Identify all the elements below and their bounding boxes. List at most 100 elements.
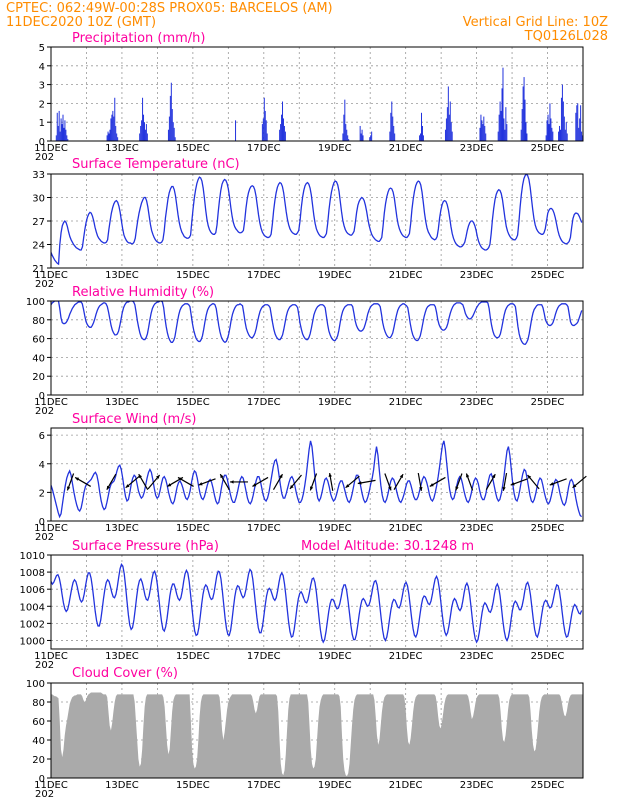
header-model-id: TQ0126L028 — [524, 29, 608, 44]
precip-bar — [549, 103, 551, 141]
precip-bar — [279, 129, 281, 141]
precip-bar — [343, 114, 345, 141]
precip-bar — [575, 112, 577, 141]
wind-panel: 0 2 4 6 11DEC 13DEC 15DEC 17DEC 19DEC 21DEC 23DEC 2… — [34, 412, 587, 543]
precip-ytick-label: 1 — [39, 118, 45, 129]
precip-bar — [362, 135, 364, 141]
wind-arrow — [272, 473, 284, 491]
precip-bar — [347, 135, 349, 141]
precip-bar — [506, 124, 508, 141]
precip-bar — [283, 125, 285, 141]
temp-xtick-label: 25DEC — [531, 270, 565, 281]
pres-xtick-label: 11DEC — [34, 651, 68, 662]
precip-bar — [281, 114, 283, 141]
precip-bar — [578, 127, 580, 141]
precip-bar — [526, 133, 528, 141]
precip-bar — [342, 133, 344, 141]
wind-arrow-head — [125, 484, 130, 488]
wind-arrow-head — [75, 477, 80, 481]
precip-bar — [481, 120, 483, 141]
precip-bar — [116, 133, 118, 141]
wind-arrow — [229, 480, 248, 484]
precip-bar — [370, 135, 372, 141]
temp-xtick-label: 19DEC — [318, 270, 352, 281]
precip-bar — [58, 110, 60, 141]
precip-bar — [280, 124, 282, 141]
precip-bar — [446, 107, 448, 141]
temp-ytick-label: 24 — [32, 241, 45, 252]
wind-arrow — [384, 473, 392, 491]
cloud-xtick-label: 23DEC — [460, 780, 494, 791]
pres-ytick-label: 1010 — [20, 551, 45, 562]
wind-arrow — [74, 476, 92, 487]
precip-bar — [547, 114, 549, 141]
precip-bar — [263, 97, 265, 141]
precip-bar — [502, 67, 504, 141]
wind-ytick-label: 0 — [39, 517, 45, 528]
cloud-xtick-label: 19DEC — [318, 780, 352, 791]
precip-bar — [559, 129, 561, 141]
pres-ytick-label: 1002 — [20, 619, 45, 630]
precip-bar — [145, 124, 147, 141]
wind-arrow-head — [328, 473, 332, 477]
rh-frame — [50, 300, 584, 396]
wind-arrow-head — [138, 474, 143, 479]
precip-bar — [146, 133, 148, 141]
pres-xtick-label: 25DEC — [531, 651, 565, 662]
precip-bar — [546, 120, 548, 141]
wind-arrow — [417, 472, 423, 491]
wind-xtick-label: 23DEC — [460, 523, 494, 534]
precip-bar — [360, 133, 362, 141]
precip-bar — [548, 124, 550, 141]
precip-bar — [562, 101, 564, 141]
precip-bar — [505, 107, 507, 141]
wind-arrow — [309, 473, 318, 491]
wind-arrow-head — [229, 480, 234, 484]
wind-arrow — [345, 475, 360, 489]
cloud-ytick-label: 40 — [32, 736, 45, 747]
precip-bar — [65, 129, 67, 141]
precip-bar — [422, 135, 424, 141]
wind-arrow-head — [549, 482, 554, 486]
precip-bar — [345, 124, 347, 141]
precip-bar — [448, 114, 450, 141]
precip-bar — [558, 131, 560, 141]
pres-panel: 1000 1002 1004 1006 1008 1010 11DEC 13DEC 15DEC 1… — [20, 539, 584, 671]
precip-bar — [520, 129, 522, 141]
wind-arrow-head — [388, 486, 392, 491]
precip-bar — [371, 131, 373, 141]
pres-title: Surface Pressure (hPa) — [72, 539, 219, 554]
pres-series-line — [51, 563, 583, 644]
precip-bar — [501, 88, 503, 141]
precip-bar — [524, 99, 526, 141]
precip-bar — [451, 131, 453, 141]
precip-bar — [170, 82, 172, 141]
temp-ytick-label: 33 — [32, 170, 45, 181]
cloud-cover-area — [51, 692, 583, 778]
wind-arrow-head — [289, 484, 294, 489]
precip-bar — [111, 114, 113, 141]
wind-arrow-head — [345, 484, 350, 488]
wind-xtick-year: 202 — [35, 532, 54, 543]
precip-bar — [389, 131, 391, 141]
rh-xtick-label: 21DEC — [389, 397, 423, 408]
pres-frame — [50, 554, 584, 650]
wind-arrow — [125, 475, 140, 489]
precip-bar — [109, 129, 111, 141]
rh-ytick-label: 60 — [32, 335, 45, 346]
precip-bar — [142, 97, 144, 141]
wind-arrow-head — [167, 483, 172, 487]
wind-xtick-label: 25DEC — [531, 523, 565, 534]
precip-bar — [522, 86, 524, 141]
precip-bar — [66, 135, 68, 141]
precip-bar — [115, 125, 117, 141]
rh-xtick-label: 17DEC — [247, 397, 281, 408]
precip-bar — [565, 122, 567, 141]
precip-bar — [106, 135, 108, 141]
wind-arrow-head — [399, 474, 404, 479]
precip-bar — [262, 118, 264, 141]
precip-bar — [110, 118, 112, 141]
precip-panel: 0 1 2 3 4 5 11DEC 13DEC 15DEC 17DEC 19DEC 21DEC 23DE… — [34, 31, 584, 163]
precip-bar — [235, 120, 237, 141]
pres-ytick-label: 1004 — [20, 602, 45, 613]
